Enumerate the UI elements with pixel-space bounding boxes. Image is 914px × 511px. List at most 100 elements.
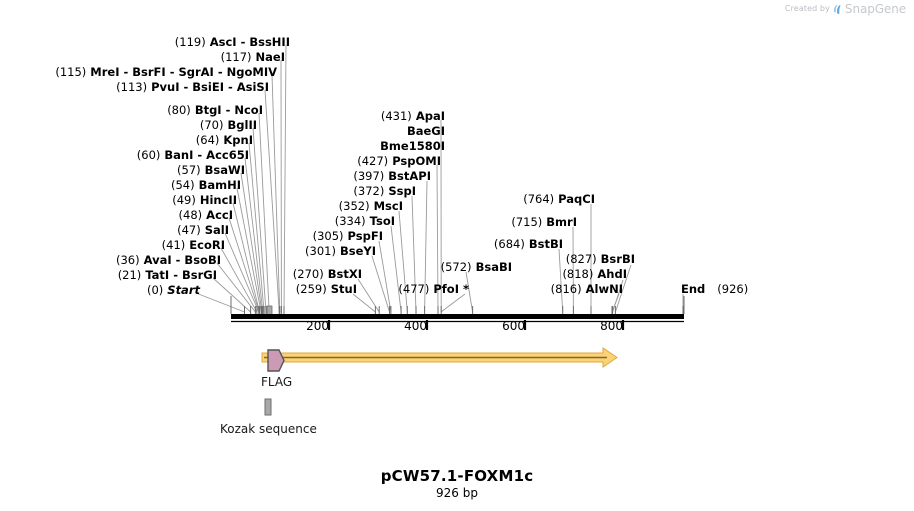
enzyme-position: (764) [523, 192, 555, 206]
ruler-tick-marks [327, 320, 625, 330]
start-position: (0) [146, 283, 164, 297]
enzyme-label-bstbi[interactable]: (684) BstBI [494, 238, 563, 250]
feature-orf-arrow [261, 347, 618, 368]
enzyme-label-apai[interactable]: (431) ApaI [381, 110, 445, 122]
enzyme-position: (259) [295, 282, 327, 296]
enzyme-names: PaqCI [558, 192, 595, 206]
enzyme-label-ahdi[interactable]: (818) AhdI [562, 268, 627, 280]
enzyme-names: BstAPI [388, 169, 431, 183]
enzyme-names: AscI - BssHII [209, 35, 290, 49]
enzyme-position: (684) [493, 237, 525, 251]
enzyme-position: (47) [177, 223, 201, 237]
enzyme-names: BsaBI [475, 260, 512, 274]
enzyme-names: StuI [330, 282, 357, 296]
enzyme-names: BstXI [327, 267, 362, 281]
enzyme-label-bani-acc65i[interactable]: (60) BanI - Acc65I [137, 149, 249, 161]
ruler-label-200: 200 [306, 319, 329, 333]
enzyme-label-asci-bsshii[interactable]: (119) AscI - BssHII [175, 36, 290, 48]
enzyme-label-bstapi[interactable]: (397) BstAPI [353, 170, 431, 182]
sequence-start-label[interactable]: (0) Start [147, 284, 200, 296]
enzyme-label-hincii[interactable]: (49) HincII [172, 194, 237, 206]
enzyme-names: BtgI - NcoI [194, 103, 263, 117]
enzyme-position: (64) [195, 133, 220, 147]
enzyme-label-avai-bsobi[interactable]: (36) AvaI - BsoBI [116, 254, 221, 266]
enzyme-label-bmri[interactable]: (715) BmrI [511, 216, 577, 228]
feature-label-flag[interactable]: FLAG [261, 375, 293, 389]
enzyme-label-mrei-bsrfi-sgrai-ngomiv[interactable]: (115) MreI - BsrFI - SgrAI - NgoMIV [55, 66, 277, 78]
enzyme-names: BaeGI [406, 124, 445, 138]
end-position: (926) [717, 282, 749, 296]
sequence-end-label[interactable]: End (926) [681, 283, 748, 295]
title-block: pCW57.1-FOXM1c 926 bp [0, 467, 914, 501]
enzyme-label-kpni[interactable]: (64) KpnI [196, 134, 253, 146]
enzyme-label-bme1580i[interactable]: Bme1580I [380, 140, 445, 152]
enzyme-label-paqci[interactable]: (764) PaqCI [523, 193, 595, 205]
sequence-backbone-bar [231, 314, 684, 319]
enzyme-label-tati-bsrgi[interactable]: (21) TatI - BsrGI [118, 269, 217, 281]
enzyme-names: Bme1580I [380, 139, 445, 153]
enzyme-label-pfoi[interactable]: (477) PfoI * [398, 283, 469, 295]
enzyme-site-ticks [244, 306, 684, 314]
enzyme-label-sali[interactable]: (47) SalI [177, 224, 229, 236]
enzyme-names: SspI [388, 184, 416, 198]
enzyme-label-naei[interactable]: (117) NaeI [221, 51, 285, 63]
end-name: End [681, 282, 706, 296]
enzyme-label-bsrbi[interactable]: (827) BsrBI [566, 253, 635, 265]
enzyme-names: BstBI [528, 237, 563, 251]
enzyme-label-msci[interactable]: (352) MscI [339, 200, 403, 212]
enzyme-names: MreI - BsrFI - SgrAI - NgoMIV [90, 65, 277, 79]
enzyme-position: (818) [562, 267, 594, 281]
enzyme-label-bsabi[interactable]: (572) BsaBI [441, 261, 512, 273]
enzyme-position: (48) [178, 208, 203, 222]
enzyme-names: PvuI - BsiEI - AsiSI [151, 80, 269, 94]
enzyme-names: BseYI [339, 244, 376, 258]
enzyme-position: (352) [338, 199, 370, 213]
enzyme-label-ecori[interactable]: (41) EcoRI [162, 239, 225, 251]
enzyme-position: (80) [167, 103, 191, 117]
enzyme-label-tsoi[interactable]: (334) TsoI [335, 215, 395, 227]
enzyme-position: (36) [116, 253, 140, 267]
enzyme-position: (57) [177, 163, 201, 177]
enzyme-names: PfoI * [433, 282, 469, 296]
enzyme-position: (477) [398, 282, 430, 296]
feature-flag-tag-arrow [267, 349, 285, 372]
enzyme-label-pspomi[interactable]: (427) PspOMI [357, 155, 441, 167]
feature-label-kozak-sequence[interactable]: Kozak sequence [220, 422, 317, 436]
enzyme-names: HincII [199, 193, 237, 207]
enzyme-label-sspi[interactable]: (372) SspI [353, 185, 416, 197]
enzyme-position: (372) [353, 184, 385, 198]
enzyme-label-acci[interactable]: (48) AccI [179, 209, 233, 221]
plasmid-size-label: 926 bp [436, 486, 478, 500]
enzyme-position: (117) [220, 50, 252, 64]
enzyme-label-btgi-ncoi[interactable]: (80) BtgI - NcoI [167, 104, 263, 116]
watermark-created-by-text: Created by [784, 4, 830, 13]
enzyme-names: AhdI [597, 267, 627, 281]
enzyme-names: BglII [227, 118, 258, 132]
enzyme-label-alwni[interactable]: (816) AlwNI [551, 283, 623, 295]
enzyme-label-stui[interactable]: (259) StuI [296, 283, 357, 295]
enzyme-position: (270) [292, 267, 324, 281]
enzyme-names: BanI - Acc65I [164, 148, 249, 162]
ruler-label-600: 600 [502, 319, 525, 333]
enzyme-label-bglii[interactable]: (70) BglII [200, 119, 257, 131]
enzyme-label-pspfi[interactable]: (305) PspFI [313, 230, 383, 242]
enzyme-label-bstxi[interactable]: (270) BstXI [293, 268, 362, 280]
enzyme-position: (60) [136, 148, 161, 162]
enzyme-names: BsaWI [204, 163, 245, 177]
leader-lines-left-cluster [195, 44, 287, 313]
enzyme-names: BmrI [546, 215, 577, 229]
enzyme-position: (49) [172, 193, 196, 207]
enzyme-position: (54) [170, 178, 195, 192]
ruler-label-400: 400 [404, 319, 427, 333]
plasmid-name-title: pCW57.1-FOXM1c [380, 467, 534, 485]
enzyme-position: (816) [550, 282, 582, 296]
enzyme-position: (41) [161, 238, 186, 252]
enzyme-label-bseyi[interactable]: (301) BseYI [305, 245, 376, 257]
enzyme-position: (305) [312, 229, 344, 243]
enzyme-position: (21) [117, 268, 142, 282]
enzyme-label-pvui-bsiei-asisi[interactable]: (113) PvuI - BsiEI - AsiSI [116, 81, 269, 93]
enzyme-label-bsawi[interactable]: (57) BsaWI [177, 164, 245, 176]
enzyme-label-baegi[interactable]: BaeGI [407, 125, 445, 137]
enzyme-label-bamhi[interactable]: (54) BamHI [171, 179, 241, 191]
